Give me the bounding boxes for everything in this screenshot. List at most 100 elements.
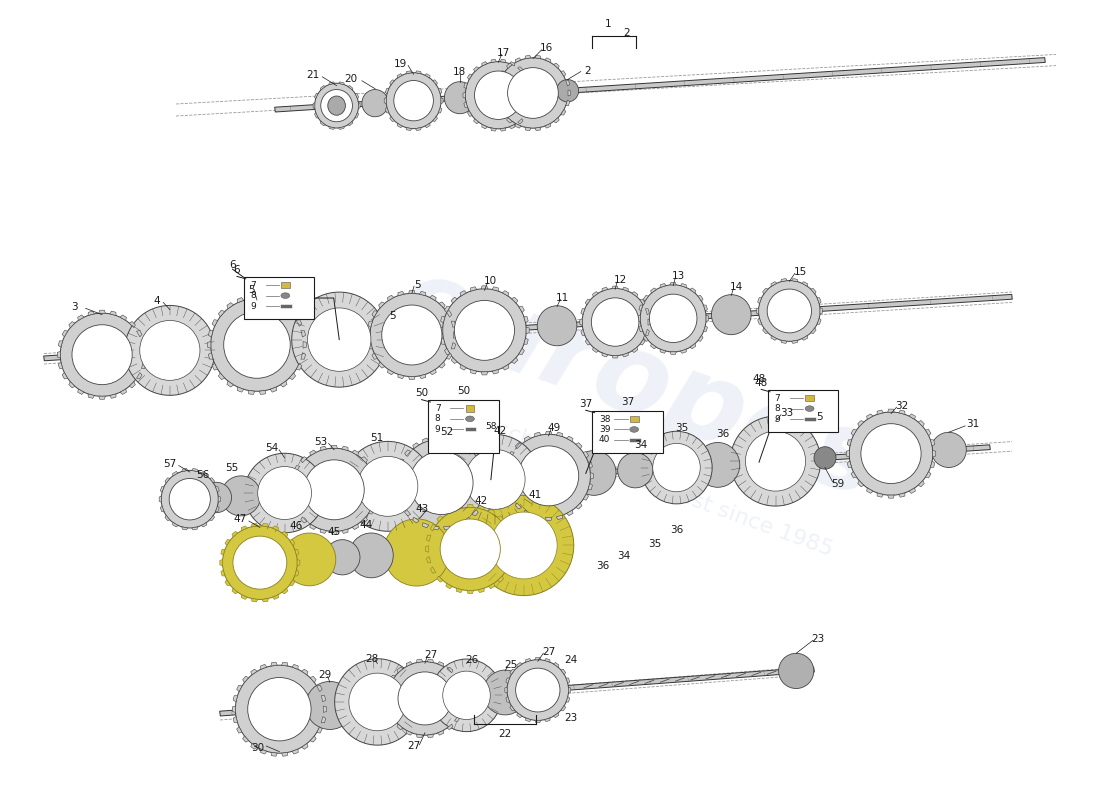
Polygon shape	[273, 526, 278, 530]
Polygon shape	[477, 506, 484, 510]
Polygon shape	[566, 510, 573, 516]
Polygon shape	[310, 524, 316, 530]
Polygon shape	[218, 310, 224, 317]
Polygon shape	[210, 515, 214, 521]
Polygon shape	[456, 506, 463, 510]
Text: 35: 35	[675, 422, 689, 433]
Polygon shape	[660, 349, 666, 354]
Polygon shape	[623, 353, 628, 357]
Ellipse shape	[814, 446, 836, 469]
Text: 2: 2	[624, 28, 630, 38]
Text: 7: 7	[774, 394, 780, 402]
Text: 48: 48	[755, 378, 768, 388]
Ellipse shape	[358, 456, 418, 516]
Polygon shape	[58, 341, 63, 347]
Polygon shape	[482, 62, 487, 66]
Polygon shape	[639, 326, 642, 332]
Polygon shape	[352, 524, 359, 530]
FancyBboxPatch shape	[428, 401, 498, 454]
Polygon shape	[386, 706, 390, 712]
Polygon shape	[441, 317, 446, 322]
Polygon shape	[525, 74, 529, 79]
Polygon shape	[802, 335, 807, 340]
Polygon shape	[191, 527, 198, 530]
Polygon shape	[535, 127, 541, 130]
Polygon shape	[78, 389, 84, 394]
Polygon shape	[438, 730, 443, 735]
Ellipse shape	[805, 406, 814, 411]
Polygon shape	[612, 355, 618, 358]
Polygon shape	[447, 310, 452, 317]
Ellipse shape	[779, 654, 814, 689]
Text: 46: 46	[289, 521, 302, 531]
Polygon shape	[867, 414, 873, 419]
Polygon shape	[262, 523, 268, 526]
Text: 16: 16	[539, 43, 553, 53]
Polygon shape	[535, 432, 541, 437]
Ellipse shape	[497, 58, 568, 128]
Polygon shape	[546, 431, 552, 434]
Polygon shape	[433, 436, 439, 440]
Polygon shape	[236, 686, 242, 692]
Polygon shape	[182, 469, 188, 471]
Polygon shape	[389, 80, 395, 85]
Polygon shape	[296, 320, 301, 326]
Polygon shape	[110, 311, 115, 315]
Ellipse shape	[124, 306, 214, 395]
Ellipse shape	[518, 446, 579, 506]
Polygon shape	[398, 459, 404, 466]
Polygon shape	[227, 302, 233, 309]
Polygon shape	[251, 743, 257, 750]
Polygon shape	[463, 92, 465, 98]
Polygon shape	[544, 718, 550, 722]
Polygon shape	[406, 71, 411, 74]
Polygon shape	[408, 377, 415, 379]
Polygon shape	[297, 559, 300, 566]
Polygon shape	[483, 470, 487, 475]
Text: 56: 56	[196, 470, 210, 480]
Polygon shape	[427, 557, 431, 563]
Polygon shape	[851, 430, 857, 436]
Text: 34: 34	[634, 440, 648, 450]
Polygon shape	[282, 588, 288, 594]
Bar	[465, 406, 474, 412]
Polygon shape	[441, 338, 446, 344]
Text: 38: 38	[598, 414, 611, 423]
Polygon shape	[515, 58, 521, 62]
Polygon shape	[525, 510, 530, 516]
Text: europes: europes	[382, 247, 894, 521]
Ellipse shape	[474, 495, 574, 595]
Polygon shape	[385, 88, 389, 94]
Polygon shape	[348, 121, 353, 126]
Ellipse shape	[350, 533, 394, 578]
Ellipse shape	[304, 460, 364, 520]
Polygon shape	[899, 410, 905, 414]
Polygon shape	[505, 567, 510, 574]
Text: 9: 9	[774, 414, 780, 423]
Polygon shape	[294, 466, 299, 472]
Polygon shape	[165, 478, 169, 483]
Ellipse shape	[334, 658, 420, 745]
Ellipse shape	[641, 431, 712, 504]
Polygon shape	[519, 348, 525, 354]
Text: 19: 19	[394, 59, 407, 69]
Polygon shape	[218, 496, 220, 502]
Polygon shape	[302, 342, 307, 348]
Polygon shape	[252, 523, 257, 526]
Polygon shape	[405, 450, 410, 456]
Polygon shape	[397, 667, 403, 673]
Ellipse shape	[442, 289, 526, 372]
Polygon shape	[612, 286, 618, 289]
Ellipse shape	[283, 533, 336, 586]
Polygon shape	[640, 299, 645, 305]
Polygon shape	[519, 306, 525, 313]
Polygon shape	[292, 749, 298, 754]
Polygon shape	[515, 124, 521, 128]
Polygon shape	[526, 327, 529, 334]
Polygon shape	[444, 348, 450, 354]
Polygon shape	[507, 63, 513, 69]
Polygon shape	[491, 128, 496, 131]
Polygon shape	[412, 442, 419, 449]
Polygon shape	[271, 387, 277, 392]
Polygon shape	[918, 481, 924, 486]
